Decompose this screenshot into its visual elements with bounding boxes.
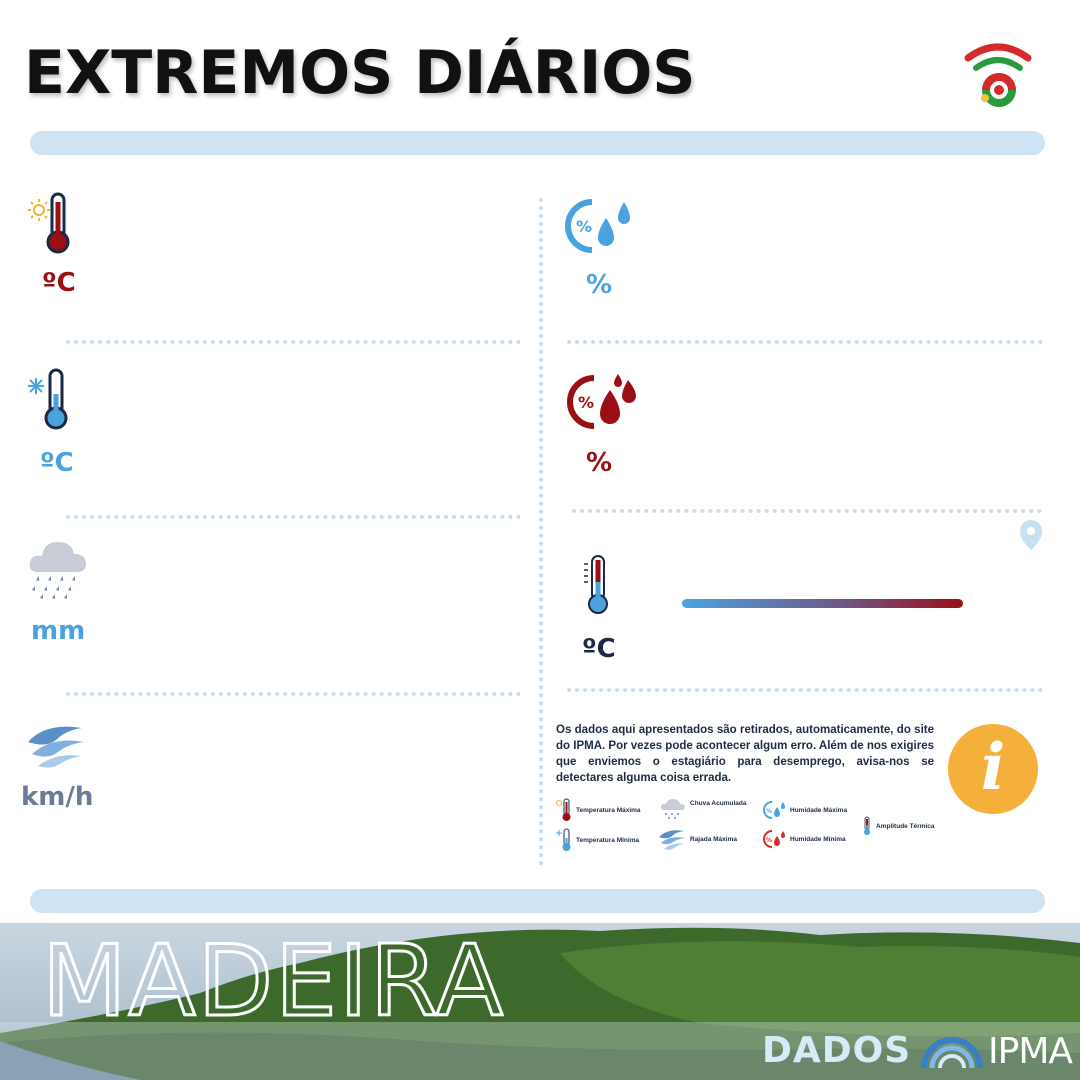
- top-divider-bar: [30, 131, 1045, 155]
- dados-label: DADOS: [762, 1030, 912, 1071]
- legend-gust: Rajada Máxima: [658, 828, 737, 850]
- svg-text:%: %: [766, 837, 772, 844]
- svg-text:%: %: [576, 217, 592, 236]
- wind-icon: [659, 830, 685, 850]
- legend-hum-min: % Humidade Mínima: [762, 829, 846, 849]
- thermometer-hot-icon: [28, 192, 70, 254]
- thermometer-amplitude-icon: [584, 555, 608, 614]
- legend-label: Humidade Mínima: [790, 835, 846, 843]
- legend-label: Temperatura Mínima: [576, 836, 640, 844]
- humidity-min-icon: %: [763, 830, 785, 848]
- amplitude-unit: ºC: [582, 634, 616, 664]
- ipma-rainbow-icon: [921, 1037, 983, 1069]
- legend-temp-min: Temperatura Mínima: [556, 828, 639, 852]
- legend-hum-max: % Humidade Máxima: [762, 800, 847, 820]
- svg-text:%: %: [578, 393, 594, 412]
- humidity-max-icon: %: [763, 801, 785, 819]
- thermometer-amplitude-icon: [864, 816, 870, 835]
- rain-unit: mm: [31, 616, 86, 646]
- thermometer-cold-icon: [556, 828, 571, 851]
- row-divider: [567, 688, 1043, 692]
- thermometer-cold-icon: [28, 368, 68, 430]
- wind-icon: [28, 726, 84, 768]
- ipma-brand: IPMA: [988, 1031, 1073, 1072]
- hillside-image: [0, 927, 1080, 1080]
- legend-label: Chuva Acumulada: [690, 800, 747, 807]
- wind-unit: km/h: [21, 782, 94, 812]
- rain-cloud-icon: [660, 799, 685, 819]
- row-divider: [572, 509, 1042, 513]
- humidity-min-icon: %: [567, 374, 636, 429]
- region-title: MADEIRA: [40, 924, 506, 1041]
- info-text: Os dados aqui apresentados são retirados…: [556, 724, 934, 784]
- legend-amplitude: Amplitude Térmica: [862, 816, 935, 836]
- svg-text:%: %: [766, 808, 772, 815]
- humidity-min-unit: %: [586, 448, 613, 478]
- landscape-photo: [0, 923, 1080, 1080]
- humidity-max-unit: %: [586, 270, 613, 300]
- center-divider: [539, 198, 543, 866]
- legend-rain: Chuva Acumulada: [660, 798, 746, 820]
- thermometer-hot-icon: [556, 798, 571, 821]
- rain-cloud-icon: [29, 542, 86, 599]
- amplitude-gradient-bar: [682, 599, 963, 608]
- legend-label: Humidade Máxima: [790, 806, 848, 814]
- legend-label: Amplitude Térmica: [876, 822, 935, 830]
- row-divider: [66, 692, 521, 696]
- row-divider: [567, 340, 1043, 344]
- info-icon: i: [948, 724, 1038, 814]
- legend-label: Temperatura Máxima: [576, 806, 641, 814]
- info-glyph: i: [980, 730, 1006, 805]
- row-divider: [66, 515, 521, 519]
- page-title: EXTREMOS DIÁRIOS: [24, 38, 696, 108]
- temp-min-unit: ºC: [40, 448, 74, 478]
- temp-max-unit: ºC: [42, 268, 76, 298]
- footer-band: [0, 1022, 1080, 1080]
- row-divider: [66, 340, 521, 344]
- humidity-max-icon: %: [565, 199, 630, 253]
- location-pin-icon: [1020, 520, 1042, 550]
- legend-temp-max: Temperatura Máxima: [556, 798, 641, 822]
- legend-label: Rajada Máxima: [690, 835, 737, 843]
- brand-logo: [964, 43, 1032, 107]
- bottom-divider-bar: [30, 889, 1045, 913]
